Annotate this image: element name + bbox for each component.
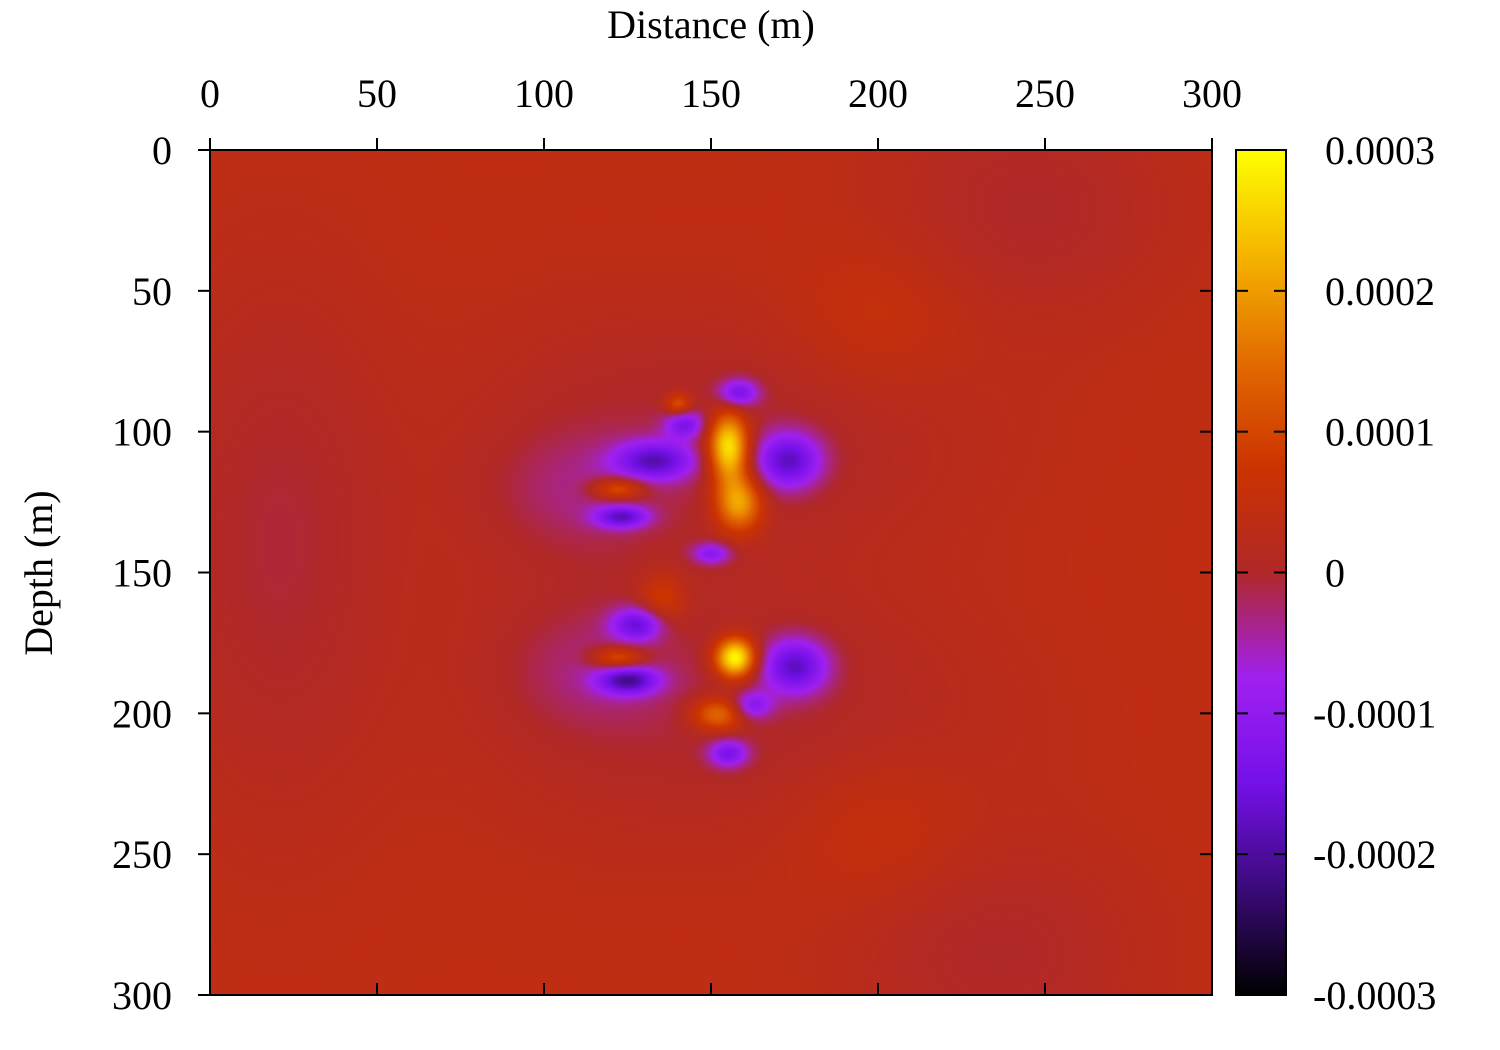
y-tick-label: 250 — [112, 832, 172, 877]
x-tick-label: 300 — [1182, 71, 1242, 116]
y-axis-title: Depth (m) — [16, 490, 61, 656]
x-axis-ticks: 0 50 100 150 200 250 300 — [200, 71, 1242, 995]
x-tick-label: 150 — [681, 71, 741, 116]
y-tick-label: 50 — [132, 269, 172, 314]
colorbar-tick-label: 0.0003 — [1325, 128, 1435, 173]
y-tick-label: 100 — [112, 410, 172, 455]
colorbar-tick-label: 0.0001 — [1325, 410, 1435, 455]
x-tick-label: 250 — [1015, 71, 1075, 116]
x-tick-label: 50 — [357, 71, 397, 116]
x-tick-label: 0 — [200, 71, 220, 116]
y-tick-label: 150 — [112, 551, 172, 596]
x-tick-label: 100 — [514, 71, 574, 116]
colorbar-tick-label: -0.0003 — [1313, 973, 1436, 1018]
colorbar-tick-label: -0.0001 — [1313, 691, 1436, 736]
y-axis-ticks: 0 50 100 150 200 250 300 — [112, 128, 1212, 1018]
colorbar: 0.0003 0.0002 0.0001 0 -0.0001 -0.0002 -0.0003 — [1235, 128, 1436, 1018]
colorbar-ticks: 0.0003 0.0002 0.0001 0 -0.0001 -0.0002 -0.0003 — [1236, 128, 1436, 1018]
colorbar-tick-label: 0.0002 — [1325, 269, 1435, 314]
colorbar-tick-label: -0.0002 — [1313, 832, 1436, 877]
heatmap-canvas — [210, 150, 1212, 995]
colorbar-tick-label: 0 — [1325, 551, 1345, 596]
y-tick-label: 200 — [112, 691, 172, 736]
y-tick-label: 300 — [112, 973, 172, 1018]
x-tick-label: 200 — [848, 71, 908, 116]
heatmap-plot-area — [209, 149, 1213, 996]
x-axis-title: Distance (m) — [607, 2, 815, 47]
y-tick-label: 0 — [152, 128, 172, 173]
